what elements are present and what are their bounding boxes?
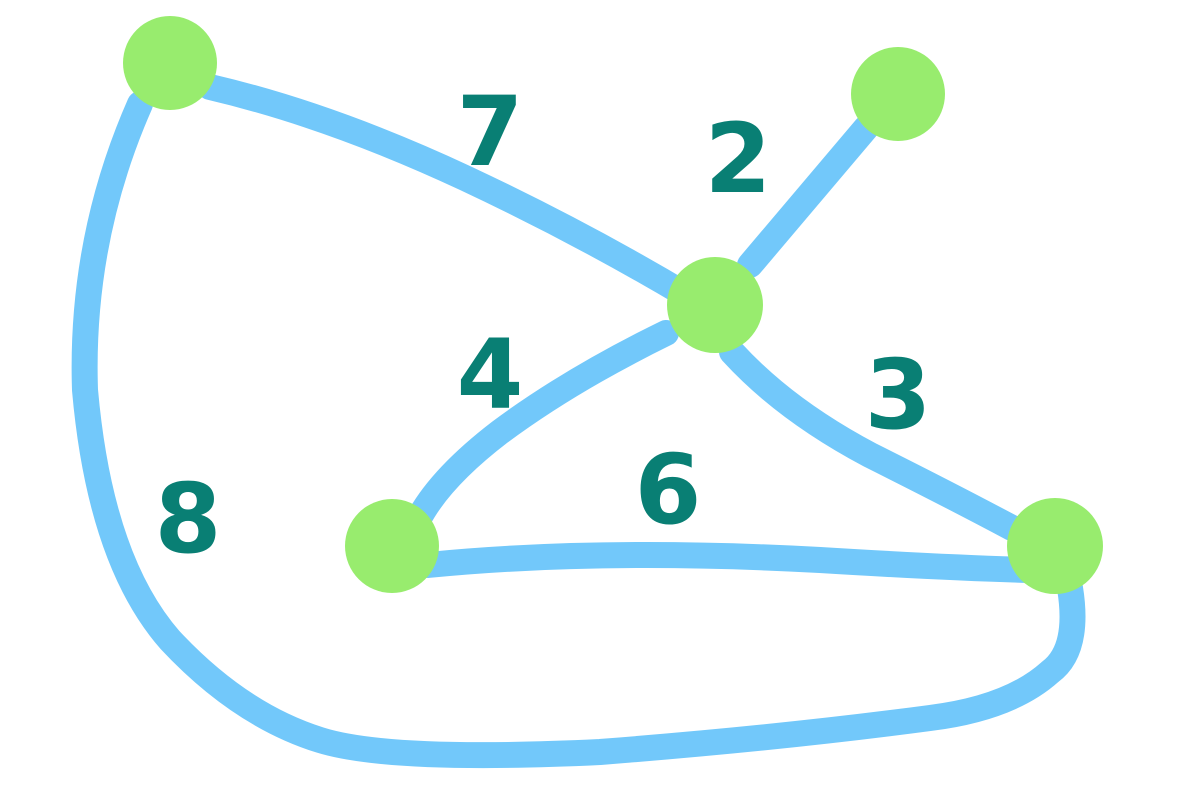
weight-label-n3-n5: 3 (865, 339, 932, 451)
edge-n1-n5 (71, 91, 1086, 769)
edge-n4-n5 (415, 542, 1043, 583)
weight-label-n4-n5: 6 (635, 434, 702, 546)
nodes (123, 16, 1103, 594)
edge-n3-n4 (405, 320, 679, 533)
edges (71, 74, 1086, 769)
node-n4 (345, 499, 439, 593)
weight-label-n3-n4: 4 (457, 319, 524, 431)
edge-n1-n3 (197, 74, 699, 308)
weight-label-n1-n3: 7 (457, 76, 524, 188)
edge-weights: 7 2 4 3 6 8 (155, 76, 932, 575)
node-n2 (851, 47, 945, 141)
weight-label-n1-n5: 8 (155, 463, 222, 575)
edge-n3-n5 (719, 339, 1025, 541)
node-n3 (667, 257, 763, 353)
node-n5 (1007, 498, 1103, 594)
weight-label-n2-n3: 2 (705, 103, 772, 215)
edge-n2-n3 (737, 115, 879, 278)
node-n1 (123, 16, 217, 110)
